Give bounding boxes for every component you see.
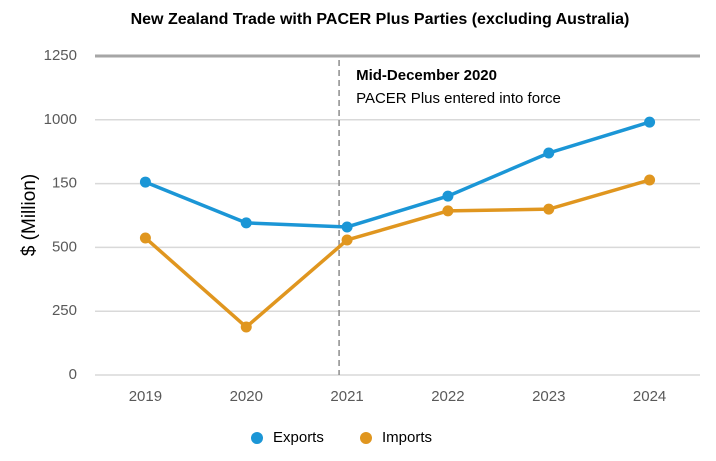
data-point [644,116,656,128]
data-point [240,321,252,333]
x-tick-label: 2019 [129,388,162,405]
data-point [543,203,555,215]
data-point [139,232,151,244]
annotation-title: Mid-December 2020 [356,67,497,84]
y-tick-label: 1250 [44,47,77,64]
data-point [644,174,656,186]
data-point [442,190,454,202]
x-tick-label: 2024 [633,388,666,405]
y-tick-label: 500 [52,238,77,255]
series-line [144,178,651,330]
y-tick-label: 150 [52,175,77,192]
annotation-text: PACER Plus entered into force [356,90,561,107]
x-tick-label: 2020 [230,388,263,405]
chart-title: New Zealand Trade with PACER Plus Partie… [131,11,630,28]
legend-label: Imports [382,429,432,446]
legend-label: Exports [273,429,324,446]
data-point [341,221,353,233]
y-tick-label: 250 [52,302,77,319]
series-line [144,120,651,229]
data-point [139,176,151,188]
data-point [442,205,454,217]
x-tick-label: 2023 [532,388,565,405]
data-point [341,234,353,246]
x-tick-label: 2022 [431,388,464,405]
y-axis-label: $ (Million) [19,174,40,256]
y-tick-label: 0 [69,366,77,383]
data-point [240,217,252,229]
data-point [543,147,555,159]
y-tick-label: 1000 [44,111,77,128]
legend-marker [251,432,263,444]
x-tick-label: 2021 [330,388,363,405]
legend-marker [360,432,372,444]
